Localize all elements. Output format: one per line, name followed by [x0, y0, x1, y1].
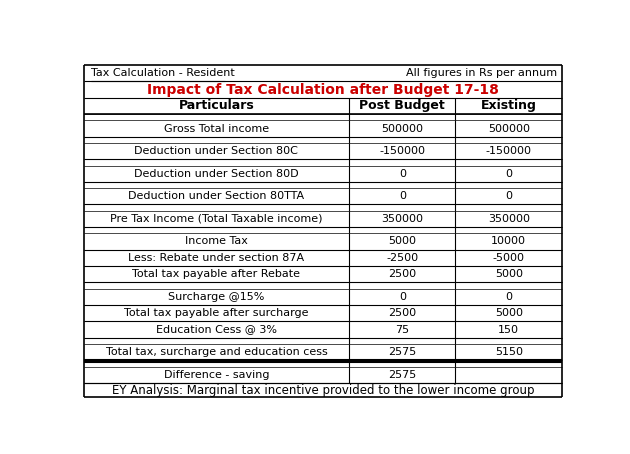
Text: Tax Calculation - Resident: Tax Calculation - Resident — [91, 68, 235, 78]
Text: 0: 0 — [399, 292, 406, 302]
Text: 0: 0 — [505, 191, 512, 201]
Text: 500000: 500000 — [381, 123, 423, 133]
Text: Post Budget: Post Budget — [360, 99, 445, 113]
Text: EY Analysis: Marginal tax incentive provided to the lower income group: EY Analysis: Marginal tax incentive prov… — [112, 384, 534, 396]
Text: -5000: -5000 — [493, 253, 525, 263]
Text: Pre Tax Income (Total Taxable income): Pre Tax Income (Total Taxable income) — [110, 214, 323, 224]
Text: Deduction under Section 80D: Deduction under Section 80D — [134, 169, 299, 179]
Text: -2500: -2500 — [386, 253, 418, 263]
Text: Less: Rebate under section 87A: Less: Rebate under section 87A — [129, 253, 304, 263]
Text: 10000: 10000 — [491, 237, 526, 247]
Text: Existing: Existing — [481, 99, 537, 113]
Text: 5150: 5150 — [495, 347, 523, 357]
Text: Education Cess @ 3%: Education Cess @ 3% — [156, 325, 277, 335]
Text: Deduction under Section 80C: Deduction under Section 80C — [134, 146, 299, 156]
Text: 2575: 2575 — [388, 370, 416, 380]
Text: Gross Total income: Gross Total income — [164, 123, 269, 133]
Text: 150: 150 — [498, 325, 519, 335]
Text: 0: 0 — [399, 191, 406, 201]
Text: Income Tax: Income Tax — [185, 237, 248, 247]
Text: 350000: 350000 — [381, 214, 423, 224]
Text: 0: 0 — [399, 169, 406, 179]
Text: Total tax, surcharge and education cess: Total tax, surcharge and education cess — [106, 347, 328, 357]
Text: 2575: 2575 — [388, 347, 416, 357]
Text: Surcharge @15%: Surcharge @15% — [168, 292, 265, 302]
Text: Impact of Tax Calculation after Budget 17-18: Impact of Tax Calculation after Budget 1… — [147, 83, 499, 97]
Text: 2500: 2500 — [388, 308, 416, 318]
Text: 500000: 500000 — [488, 123, 530, 133]
Text: Difference - saving: Difference - saving — [164, 370, 269, 380]
Text: -150000: -150000 — [486, 146, 532, 156]
Text: 0: 0 — [505, 292, 512, 302]
Text: 75: 75 — [395, 325, 410, 335]
Text: Particulars: Particulars — [178, 99, 255, 113]
Text: Deduction under Section 80TTA: Deduction under Section 80TTA — [129, 191, 304, 201]
Text: 5000: 5000 — [388, 237, 416, 247]
Text: 350000: 350000 — [488, 214, 530, 224]
Text: 0: 0 — [505, 169, 512, 179]
Text: 5000: 5000 — [495, 269, 523, 279]
Text: 2500: 2500 — [388, 269, 416, 279]
Text: Total tax payable after Rebate: Total tax payable after Rebate — [132, 269, 301, 279]
Text: All figures in Rs per annum: All figures in Rs per annum — [406, 68, 558, 78]
Text: 5000: 5000 — [495, 308, 523, 318]
Text: Total tax payable after surcharge: Total tax payable after surcharge — [124, 308, 309, 318]
Text: -150000: -150000 — [379, 146, 425, 156]
